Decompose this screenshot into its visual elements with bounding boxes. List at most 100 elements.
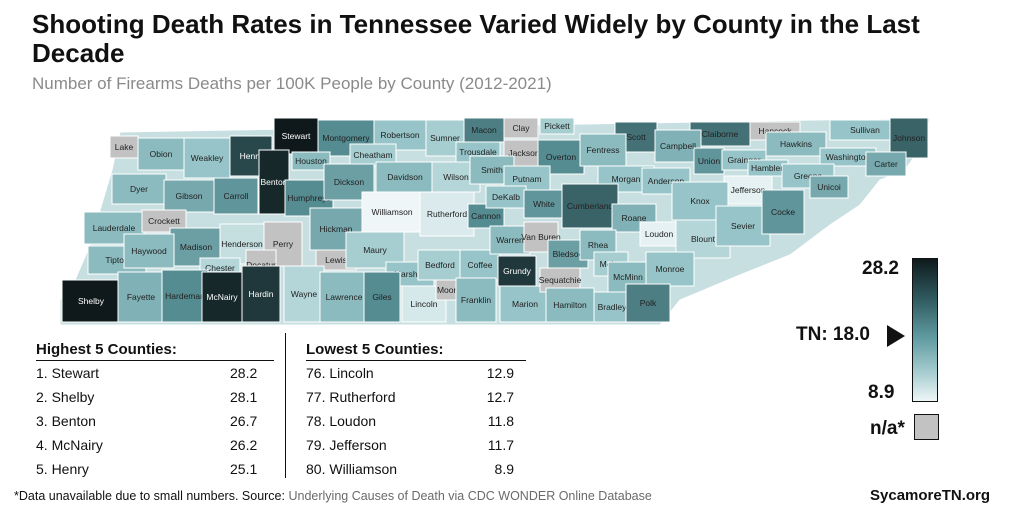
lowest-heading: Lowest 5 Counties: <box>306 341 526 361</box>
county-shape <box>654 129 702 163</box>
county-label: Tipton <box>105 255 129 265</box>
county-label: Johnson <box>893 133 925 143</box>
county-shape <box>61 279 121 323</box>
county-shape <box>503 117 539 139</box>
footnote: *Data unavailable due to small numbers. … <box>14 489 652 503</box>
county-label: Hancock <box>758 126 792 136</box>
county-label: Obion <box>150 149 173 159</box>
county-grundy: Grundy <box>497 255 537 287</box>
legend-na-swatch <box>914 414 939 440</box>
county-shelby: Shelby <box>61 279 121 323</box>
county-label: Claiborne <box>702 129 739 139</box>
county-williamson: Williamson <box>361 191 423 233</box>
county-label: Bradley <box>598 302 628 312</box>
brand-logo-text: SycamoreTN.org <box>870 487 991 504</box>
county-label: Union <box>698 156 720 166</box>
county-shape <box>539 117 575 135</box>
county-rutherford: Rutherford <box>419 191 475 237</box>
county-label: Sumner <box>430 133 460 143</box>
county-haywood: Haywood <box>123 233 175 269</box>
county-name: 4. McNairy <box>36 437 103 453</box>
county-fayette: Fayette <box>117 271 165 323</box>
county-gibson: Gibson <box>163 179 215 213</box>
county-rate: 11.8 <box>487 413 514 429</box>
county-label: Dickson <box>334 177 365 187</box>
county-label: Gibson <box>176 191 203 201</box>
county-rate: 26.7 <box>230 413 258 429</box>
county-macon: Macon <box>463 117 505 143</box>
county-label: Grundy <box>503 266 532 276</box>
county-sevier: Sevier <box>715 205 771 247</box>
legend-max-label: 28.2 <box>862 258 899 279</box>
county-label: Marshall <box>394 269 426 279</box>
county-label: Sullivan <box>850 125 880 135</box>
county-label: Hamilton <box>553 300 587 310</box>
county-monroe: Monroe <box>645 251 695 287</box>
county-label: Lake <box>115 142 134 152</box>
county-shape <box>163 179 215 213</box>
county-coffee: Coffee <box>459 249 501 281</box>
county-shape <box>765 131 827 157</box>
table-row: 78. Loudon 11.8 <box>306 409 526 433</box>
table-row: 76. Lincoln 12.9 <box>306 361 526 385</box>
county-rate: 28.2 <box>230 365 258 381</box>
county-shape <box>761 189 805 235</box>
county-label: Humphreys <box>287 193 330 203</box>
county-stewart: Stewart <box>273 117 319 155</box>
county-label: Lauderdale <box>93 223 136 233</box>
county-label: Van Buren <box>521 232 561 242</box>
county-label: Rhea <box>588 240 609 250</box>
page-title: Shooting Death Rates in Tennessee Varied… <box>32 9 920 68</box>
county-shape <box>141 209 187 233</box>
county-franklin: Franklin <box>455 277 497 323</box>
county-shape <box>693 147 725 175</box>
county-clay: Clay <box>503 117 539 139</box>
county-shape <box>319 271 369 323</box>
county-warren: Warren <box>489 225 531 255</box>
county-campbell: Campbell <box>654 129 702 163</box>
county-weakley: Weakley <box>183 137 231 179</box>
county-shape <box>865 151 907 177</box>
county-label: Hawkins <box>780 139 812 149</box>
county-label: Hardeman <box>165 291 205 301</box>
county-label: Sequatchie <box>539 275 582 285</box>
county-shape <box>889 117 929 159</box>
legend-color-scale <box>912 258 938 402</box>
county-rate: 11.7 <box>487 437 514 453</box>
county-shape <box>283 265 325 323</box>
county-label: Clay <box>512 123 530 133</box>
county-shape <box>545 287 595 323</box>
legend-min-label: 8.9 <box>868 382 895 403</box>
county-name: 78. Loudon <box>306 413 377 429</box>
county-label: Blount <box>691 234 716 244</box>
county-label: Wilson <box>443 172 469 182</box>
county-label: Decatur <box>246 260 276 270</box>
county-label: Coffee <box>468 260 493 270</box>
county-hawkins: Hawkins <box>765 131 827 157</box>
county-label: Jefferson <box>731 185 766 195</box>
county-label: Putnam <box>512 174 541 184</box>
legend-state-average: TN: 18.0 <box>796 324 870 345</box>
county-label: McNairy <box>206 292 238 302</box>
county-rate: 12.9 <box>486 365 514 381</box>
county-shape <box>809 175 849 199</box>
county-label: Monroe <box>656 264 685 274</box>
county-dekalb: DeKalb <box>485 185 527 209</box>
county-loudon: Loudon <box>639 221 679 247</box>
county-shape <box>489 225 531 255</box>
county-label: Bledsoe <box>553 249 584 259</box>
footnote-text: *Data unavailable due to small numbers. … <box>14 489 289 503</box>
county-cocke: Cocke <box>761 189 805 235</box>
county-label: Haywood <box>131 246 167 256</box>
county-wayne: Wayne <box>283 265 325 323</box>
county-shape <box>523 189 565 219</box>
county-shape <box>161 269 209 323</box>
county-label: Robertson <box>380 130 419 140</box>
county-shape <box>201 271 243 323</box>
county-rate: 26.2 <box>230 437 258 453</box>
county-unicoi: Unicoi <box>809 175 849 199</box>
county-label: Benton <box>261 177 288 187</box>
table-row: 77. Rutherford 12.7 <box>306 385 526 409</box>
county-shape <box>417 249 463 281</box>
